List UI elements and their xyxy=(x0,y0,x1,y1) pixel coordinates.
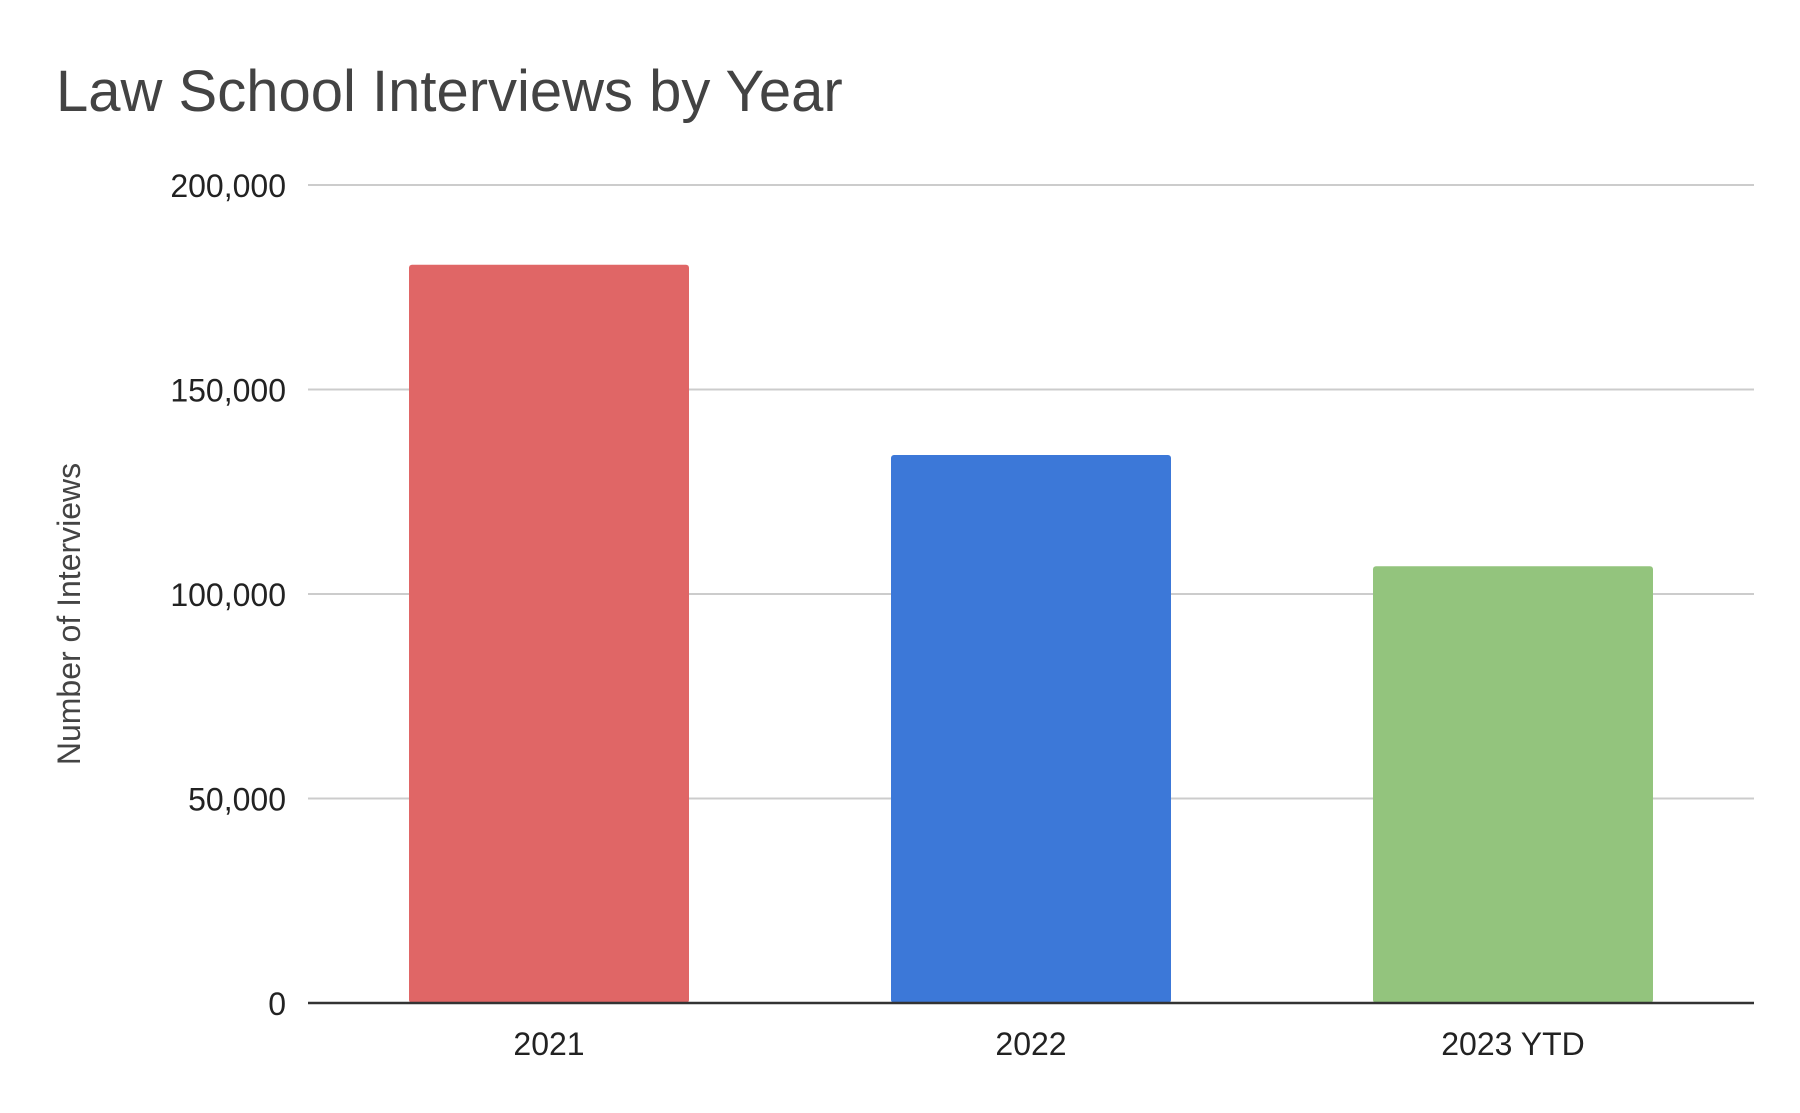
y-tick-label: 150,000 xyxy=(170,373,286,409)
x-axis-tick-labels: 2021 2022 2023 YTD xyxy=(513,1026,1584,1062)
y-tick-label: 0 xyxy=(268,986,286,1022)
x-tick-label: 2023 YTD xyxy=(1441,1026,1585,1062)
y-tick-label: 50,000 xyxy=(188,782,286,818)
x-tick-label: 2021 xyxy=(513,1026,584,1062)
bars xyxy=(409,264,1653,1003)
bar-2023-ytd xyxy=(1373,566,1653,1003)
y-axis-label: Number of Interviews xyxy=(51,463,87,765)
x-tick-label: 2022 xyxy=(995,1026,1066,1062)
y-axis-tick-labels: 0 50,000 100,000 150,000 200,000 xyxy=(170,168,286,1022)
chart-title: Law School Interviews by Year xyxy=(56,59,843,124)
y-tick-label: 200,000 xyxy=(170,168,286,204)
bar-2022 xyxy=(891,454,1171,1003)
bar-2021 xyxy=(409,264,689,1003)
y-tick-label: 100,000 xyxy=(170,577,286,613)
